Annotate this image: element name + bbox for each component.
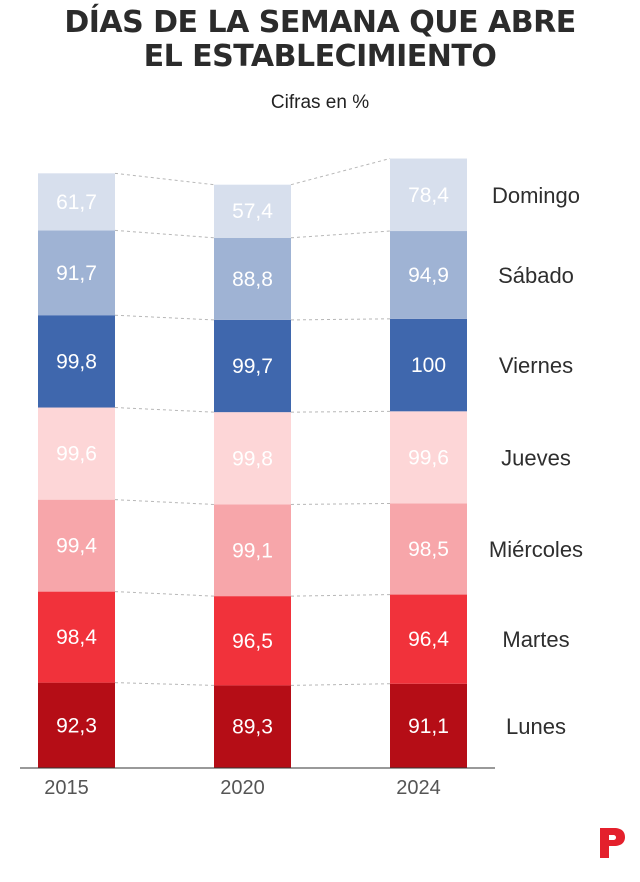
data-label: 91,7: [56, 262, 97, 285]
x-tick-label: 2015: [44, 777, 89, 799]
bar-segment-jueves: [214, 412, 291, 505]
data-label: 99,6: [408, 446, 449, 469]
connector-line: [290, 410, 391, 413]
bar-segment-jueves: [390, 411, 467, 504]
legend-label: Lunes: [506, 714, 566, 739]
data-label: 99,8: [56, 350, 97, 373]
connector-line: [290, 594, 391, 597]
legend-label: Viernes: [499, 353, 573, 378]
title-line-1: DÍAS DE LA SEMANA QUE ABRE: [64, 5, 576, 40]
bar-segment-miércoles: [214, 504, 291, 597]
data-label: 96,4: [408, 628, 449, 651]
bar-segment-domingo: [38, 173, 115, 231]
data-label: 98,4: [56, 626, 97, 649]
connector-line: [290, 318, 391, 321]
bar-segment-miércoles: [38, 499, 115, 592]
bar-segment-viernes: [390, 318, 467, 412]
data-label: 92,3: [56, 714, 97, 737]
bar-segment-martes: [38, 591, 115, 683]
data-label: 94,9: [408, 264, 449, 287]
legend-label-bg: [490, 625, 582, 654]
bar-segment-sábado: [390, 231, 467, 319]
legend-label-bg: [490, 535, 582, 564]
legend-label-bg: [490, 351, 582, 380]
legend-label: Jueves: [501, 445, 571, 470]
x-tick-label: 2020: [220, 777, 265, 799]
bar-segment-viernes: [38, 315, 115, 408]
data-label: 61,7: [56, 191, 97, 214]
data-label: 78,4: [408, 184, 449, 207]
x-tick-label: 2024: [396, 777, 441, 799]
legend-label-bg: [490, 260, 582, 289]
connector-line: [114, 172, 215, 186]
data-label: 96,5: [232, 630, 273, 653]
bar-segment-miércoles: [390, 503, 467, 595]
legend-label-bg: [490, 180, 582, 209]
connector-line: [114, 499, 215, 505]
bar-segment-sábado: [38, 230, 115, 316]
data-label: 88,8: [232, 268, 273, 291]
bar-segment-sábado: [214, 237, 291, 320]
data-label: 99,4: [56, 535, 97, 558]
data-label: 99,1: [232, 539, 273, 562]
bar-segment-domingo: [214, 184, 291, 238]
bar-segment-jueves: [38, 407, 115, 500]
connector-line: [290, 683, 391, 686]
bar-segment-lunes: [214, 685, 291, 768]
connector-line: [290, 230, 391, 239]
legend-label-bg: [490, 711, 582, 740]
connector-line: [114, 229, 215, 239]
connector-line: [114, 407, 215, 413]
connector-line: [290, 502, 391, 505]
data-label: 100: [411, 354, 446, 377]
title-line-2: EL ESTABLECIMIENTO: [143, 39, 497, 74]
bar-segment-domingo: [390, 158, 467, 232]
data-label: 89,3: [232, 716, 273, 739]
data-label: 57,4: [232, 200, 273, 223]
data-label: 99,8: [232, 447, 273, 470]
legend-label: Domingo: [492, 183, 580, 208]
connector-line: [114, 314, 215, 321]
chart-subtitle: Cifras en %: [270, 92, 370, 113]
publisher-logo-icon: [600, 828, 625, 858]
bars: 92,3 98,4 99,4 99,6 99,8 91,7 61,7 89,3 96,5 99,1…: [38, 158, 467, 768]
legend-label: Sábado: [498, 263, 574, 288]
connector-line: [290, 158, 391, 186]
connector-lines: [114, 158, 391, 686]
connector-line: [114, 591, 215, 597]
chart-title: DÍAS DE LA SEMANA QUE ABRE EL ESTABLECIM…: [0, 6, 640, 74]
legend-label-bg: [490, 443, 582, 472]
bar-segment-lunes: [38, 682, 115, 768]
legend-label: Martes: [502, 627, 569, 652]
bar-segment-lunes: [390, 683, 467, 768]
legend-label: Miércoles: [489, 537, 583, 562]
bar-segment-martes: [390, 594, 467, 684]
data-label: 91,1: [408, 715, 449, 738]
bar-segment-viernes: [214, 319, 291, 413]
data-label: 99,6: [56, 443, 97, 466]
connector-line: [114, 682, 215, 686]
bar-segment-martes: [214, 596, 291, 686]
data-label: 98,5: [408, 538, 449, 561]
data-label: 99,7: [232, 355, 273, 378]
